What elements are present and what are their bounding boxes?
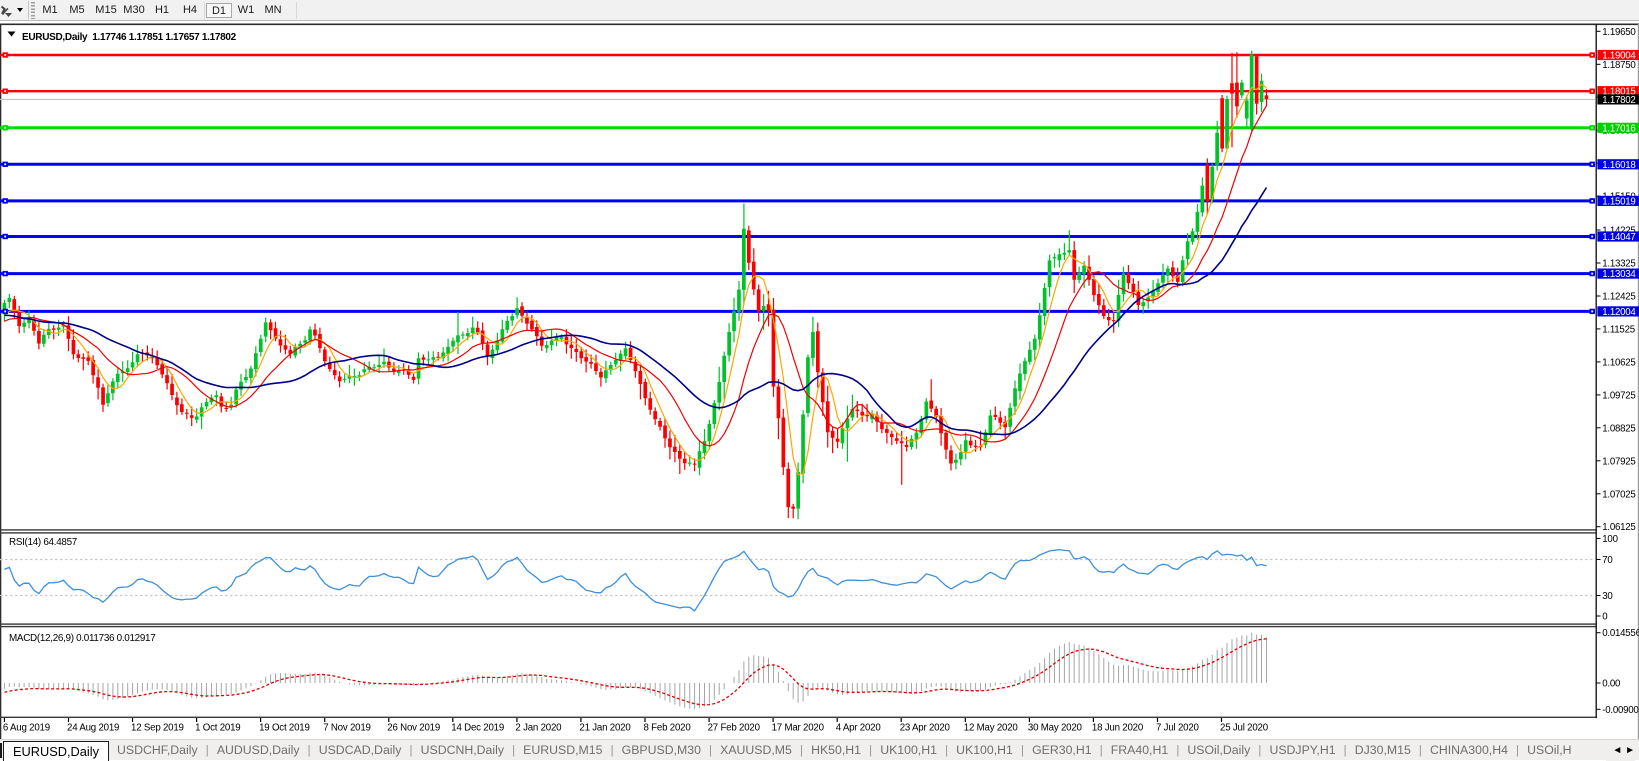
svg-text:1.16018: 1.16018 <box>1602 160 1635 171</box>
svg-text:0.00: 0.00 <box>1602 679 1621 690</box>
svg-text:RSI(14) 64.4857: RSI(14) 64.4857 <box>9 537 77 548</box>
svg-text:8 Feb 2020: 8 Feb 2020 <box>644 723 692 734</box>
svg-text:1.13034: 1.13034 <box>1602 269 1636 280</box>
svg-text:21 Jan 2020: 21 Jan 2020 <box>579 723 631 734</box>
svg-text:1.06125: 1.06125 <box>1602 522 1635 533</box>
svg-text:12 Sep 2019: 12 Sep 2019 <box>131 723 184 734</box>
svg-text:1.14225: 1.14225 <box>1602 226 1635 237</box>
svg-text:4 Apr 2020: 4 Apr 2020 <box>836 723 882 734</box>
svg-text:7 Jul 2020: 7 Jul 2020 <box>1156 723 1200 734</box>
svg-text:70: 70 <box>1602 555 1613 566</box>
svg-text:23 Apr 2020: 23 Apr 2020 <box>900 723 951 734</box>
svg-text:7 Nov 2019: 7 Nov 2019 <box>323 723 371 734</box>
svg-text:1.11525: 1.11525 <box>1602 324 1635 335</box>
svg-text:1.15019: 1.15019 <box>1602 196 1635 207</box>
svg-text:1.17016: 1.17016 <box>1602 123 1635 134</box>
svg-text:1 Oct 2019: 1 Oct 2019 <box>195 723 240 734</box>
svg-text:14 Dec 2019: 14 Dec 2019 <box>451 723 504 734</box>
svg-text:26 Nov 2019: 26 Nov 2019 <box>387 723 440 734</box>
svg-text:25 Jul 2020: 25 Jul 2020 <box>1220 723 1269 734</box>
svg-text:1.07925: 1.07925 <box>1602 456 1635 467</box>
svg-text:1.13325: 1.13325 <box>1602 259 1635 270</box>
svg-text:2 Jan 2020: 2 Jan 2020 <box>515 723 562 734</box>
svg-text:30: 30 <box>1602 591 1613 602</box>
svg-text:27 Feb 2020: 27 Feb 2020 <box>708 723 761 734</box>
svg-text:1.17802: 1.17802 <box>1602 95 1635 106</box>
svg-text:1.18015: 1.18015 <box>1602 87 1635 98</box>
svg-text:1.19004: 1.19004 <box>1602 51 1636 62</box>
svg-text:100: 100 <box>1602 534 1618 545</box>
svg-text:24 Aug 2019: 24 Aug 2019 <box>67 723 119 734</box>
svg-text:1.07025: 1.07025 <box>1602 489 1635 500</box>
svg-text:1.09725: 1.09725 <box>1602 390 1635 401</box>
svg-text:17 Mar 2020: 17 Mar 2020 <box>772 723 825 734</box>
svg-text:EURUSD,Daily 1.17746 1.17851: EURUSD,Daily 1.17746 1.17851 1.17657 1.1… <box>22 32 237 43</box>
svg-text:30 May 2020: 30 May 2020 <box>1028 723 1083 734</box>
svg-text:MACD(12,26,9) 0.011736 0.01291: MACD(12,26,9) 0.011736 0.012917 <box>9 633 155 644</box>
svg-text:19 Oct 2019: 19 Oct 2019 <box>259 723 310 734</box>
svg-text:1.12425: 1.12425 <box>1602 292 1635 303</box>
svg-text:1.14047: 1.14047 <box>1602 232 1635 243</box>
svg-text:0: 0 <box>1602 612 1608 623</box>
svg-text:12 May 2020: 12 May 2020 <box>964 723 1019 734</box>
svg-text:0.014556: 0.014556 <box>1602 628 1639 639</box>
svg-text:1.08825: 1.08825 <box>1602 423 1635 434</box>
svg-text:1.10625: 1.10625 <box>1602 357 1635 368</box>
svg-text:6 Aug 2019: 6 Aug 2019 <box>3 723 50 734</box>
svg-text:1.19650: 1.19650 <box>1602 27 1636 38</box>
svg-text:18 Jun 2020: 18 Jun 2020 <box>1092 723 1144 734</box>
svg-text:1.12004: 1.12004 <box>1602 307 1636 318</box>
svg-text:1.18750: 1.18750 <box>1602 60 1636 71</box>
